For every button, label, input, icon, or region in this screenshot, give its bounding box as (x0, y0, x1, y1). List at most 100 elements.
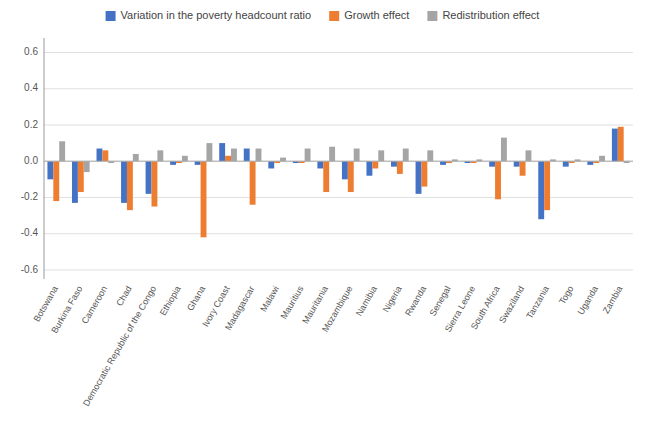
y-axis: -0.6-0.4-0.20.00.20.40.6 (21, 46, 39, 274)
bar (317, 161, 323, 168)
bar (280, 158, 286, 162)
bar (416, 161, 422, 194)
bar (421, 161, 427, 186)
legend-swatch (427, 11, 437, 21)
grid-line (44, 269, 633, 270)
bar (348, 161, 354, 192)
x-tick-label: Namibia (354, 284, 379, 318)
bar (489, 161, 495, 166)
bar (618, 127, 624, 161)
bar (219, 143, 225, 161)
legend: Variation in the poverty headcount ratio… (106, 9, 540, 21)
y-axis-line (44, 38, 45, 279)
x-tick-label: Ethiopia (158, 284, 183, 317)
bar (256, 149, 262, 162)
bar (78, 161, 84, 192)
bar (170, 161, 176, 165)
bar (201, 161, 207, 237)
y-tick-label: 0.6 (24, 46, 38, 57)
x-tick-label: Nigeria (381, 284, 404, 314)
x-tick-label: Mauritius (279, 284, 306, 321)
x-tick-label: Ghana (185, 284, 207, 312)
bar (121, 161, 127, 203)
bar (538, 161, 544, 219)
bar (127, 161, 133, 210)
bar (526, 150, 532, 161)
x-tick-label: Malawi (258, 284, 281, 313)
x-tick-label: Rwanda (403, 284, 428, 318)
grid-line (44, 233, 633, 234)
bar (354, 149, 360, 162)
bar (47, 161, 53, 179)
x-tick-label: Tanzania (524, 284, 551, 320)
y-tick-label: 0.2 (24, 119, 38, 130)
bar (268, 161, 274, 168)
bar (323, 161, 329, 192)
bar (391, 161, 397, 166)
bar (378, 150, 384, 161)
y-tick-label: -0.6 (21, 264, 39, 275)
bar (59, 141, 65, 161)
bar (195, 161, 201, 165)
bar (151, 161, 157, 206)
bar (397, 161, 403, 174)
bar (53, 161, 59, 201)
y-tick-label: 0.0 (24, 155, 38, 166)
bar (427, 150, 433, 161)
bar (206, 143, 212, 161)
y-tick-label: -0.4 (21, 227, 39, 238)
bar (563, 161, 569, 166)
x-axis: BotswanaBurkina FasoCameroonChadDemocrat… (32, 284, 625, 408)
grid-line (44, 88, 633, 89)
x-tick-label: Togo (557, 284, 575, 306)
y-tick-label: -0.2 (21, 191, 39, 202)
bars (47, 127, 629, 238)
grid-line (44, 124, 633, 125)
x-tick-label: Chad (114, 284, 133, 308)
bar (250, 161, 256, 204)
x-tick-label: Zambia (601, 284, 625, 315)
bar (501, 138, 507, 162)
legend-label: Growth effect (344, 9, 409, 21)
bar (587, 161, 593, 165)
bar (244, 149, 250, 162)
bar (440, 161, 446, 165)
bar (403, 149, 409, 162)
x-tick-label: Democratic Republic of the Congo (81, 284, 158, 408)
legend-swatch (106, 11, 116, 21)
x-tick-label: Cameroon (79, 284, 109, 325)
bar (225, 156, 231, 161)
x-tick-label: Swaziland (497, 284, 526, 325)
x-tick-label: Senegal (428, 284, 453, 318)
bar (305, 149, 311, 162)
bar (612, 129, 618, 162)
legend-swatch (329, 11, 339, 21)
grid-line (44, 161, 633, 162)
bar (372, 161, 378, 168)
x-tick-label: South Africa (469, 284, 502, 331)
bar (544, 161, 550, 210)
bar (495, 161, 501, 199)
bar (146, 161, 152, 194)
bar (157, 150, 163, 161)
legend-label: Variation in the poverty headcount ratio (121, 9, 312, 21)
bar (366, 161, 372, 175)
zero-line (44, 161, 633, 162)
x-tick-label: Uganda (576, 284, 600, 316)
bar (520, 161, 526, 175)
x-tick-label: Mozambique (320, 284, 354, 334)
bar (72, 161, 78, 203)
bar (342, 161, 348, 179)
bar (599, 156, 605, 161)
x-tick-label: Burkina Faso (49, 284, 84, 335)
bar (102, 150, 108, 161)
bar (182, 156, 188, 161)
bar (84, 161, 90, 172)
bar (514, 161, 520, 166)
grid-line (44, 52, 633, 53)
bar (97, 149, 103, 162)
legend-label: Redistribution effect (442, 9, 539, 21)
grid (44, 52, 633, 269)
bar (329, 147, 335, 161)
chart: -0.6-0.4-0.20.00.20.40.6BotswanaBurkina … (0, 0, 645, 429)
